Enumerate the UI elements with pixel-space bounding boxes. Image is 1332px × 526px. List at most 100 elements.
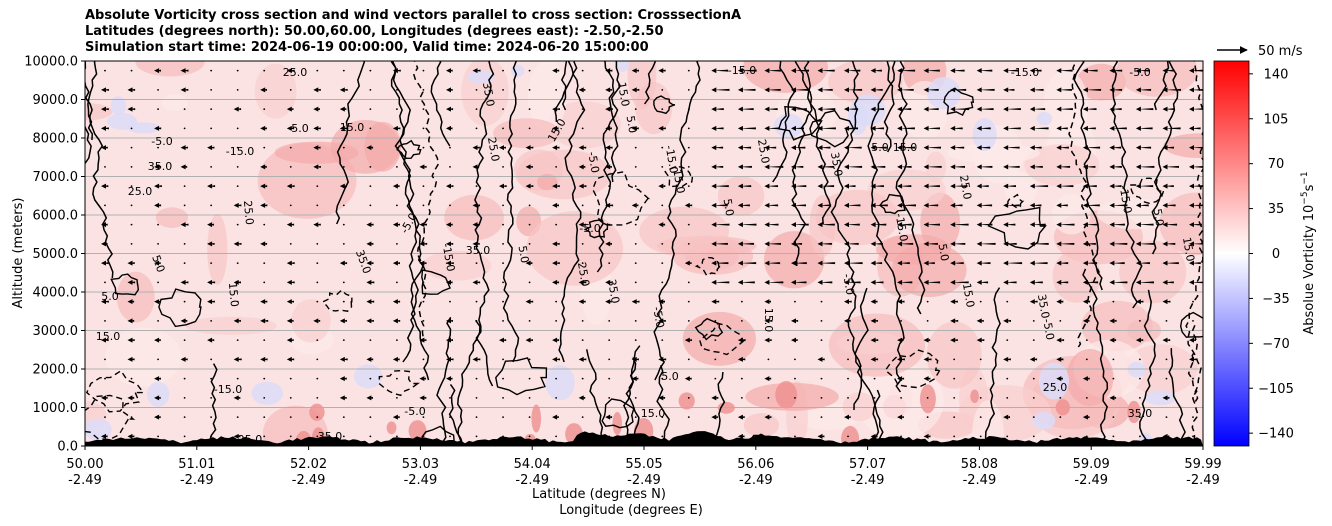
contour-line (1073, 61, 1103, 291)
wind-vector-head (870, 279, 876, 285)
wind-vector (1005, 108, 1021, 111)
wind-vector (1058, 185, 1074, 188)
contour-line (1168, 348, 1186, 446)
wind-vector (422, 300, 425, 303)
wind-vector (1032, 396, 1035, 399)
wind-vector (687, 358, 690, 361)
wind-vector (978, 242, 996, 245)
negative-vorticity-patch (616, 61, 630, 72)
wind-vector (793, 108, 807, 111)
wind-vector-head (764, 164, 770, 170)
wind-vector-head (1162, 241, 1168, 247)
wind-vector-head (260, 202, 266, 208)
wind-vector (1191, 146, 1203, 149)
contour-line (603, 61, 619, 183)
wind-vector-head (923, 260, 929, 266)
wind-vector-head (339, 106, 345, 112)
wind-vector (925, 69, 940, 72)
wind-vector-head (260, 183, 266, 189)
contour-line (430, 61, 451, 147)
wind-vector-head (154, 125, 160, 131)
wind-vector-head (392, 183, 398, 189)
wind-vector (872, 281, 884, 284)
wind-vector-head (950, 125, 956, 131)
wind-vector-head (764, 260, 770, 266)
wind-vector (1139, 435, 1141, 438)
wind-vector-head (844, 241, 849, 247)
x-tick-label-lat: 52.02 (290, 457, 327, 472)
x-tick-label-lat: 51.01 (178, 457, 215, 472)
contour-label: 25.0 (957, 174, 974, 200)
contour-label: -5.0 (151, 135, 172, 148)
wind-vector-head (923, 241, 929, 247)
negative-vorticity-patch (1144, 390, 1177, 406)
vorticity-patch (1004, 171, 1038, 206)
vorticity-patch (526, 211, 624, 286)
wind-vector (1164, 108, 1175, 111)
wind-vector-head (976, 279, 982, 285)
wind-vector-head (1189, 164, 1194, 170)
vorticity-patch (717, 176, 765, 216)
wind-vector-head (101, 145, 106, 151)
negative-vorticity-patch (1036, 111, 1053, 126)
wind-vector (872, 88, 883, 91)
wind-vector (1058, 242, 1075, 245)
wind-vector-head (923, 222, 929, 228)
wind-vector-head (552, 337, 558, 343)
wind-vector-head (923, 87, 929, 93)
wind-vector (793, 281, 807, 284)
wind-vector (766, 281, 784, 284)
wind-vector (263, 377, 266, 380)
wind-vector (1137, 242, 1155, 245)
wind-vector (1191, 69, 1203, 72)
contour-label: 35.0 (1128, 407, 1153, 420)
wind-vector-head (950, 299, 956, 305)
wind-vector-head (127, 356, 133, 362)
wind-vector (183, 204, 186, 207)
wind-vector-head (552, 241, 558, 247)
y-tick-label: 0.0 (57, 440, 78, 455)
wind-vector-head (207, 222, 213, 228)
terrain (85, 431, 1203, 446)
contour-line (867, 61, 905, 393)
wind-vector (978, 281, 989, 284)
wind-vector (714, 377, 717, 380)
wind-vector (952, 204, 963, 207)
wind-vector (130, 165, 133, 168)
negative-vorticity-patch (107, 112, 138, 130)
wind-vector (1111, 204, 1128, 207)
x-tick-label-lon: -2.49 (1074, 473, 1108, 488)
wind-vector (794, 300, 796, 303)
vorticity-patch (635, 81, 673, 135)
wind-vector (713, 69, 729, 72)
wind-vector-head (286, 318, 292, 324)
wind-vector-head (1189, 106, 1194, 112)
wind-vector (1112, 358, 1115, 361)
wind-vector-head (605, 106, 611, 112)
wind-vector-head (578, 87, 584, 93)
wind-vector (925, 204, 939, 207)
wind-vector-head (870, 106, 876, 112)
contour-label: 5.0 (721, 198, 737, 217)
wind-vector-head (950, 87, 956, 93)
wind-vector-head (419, 337, 425, 343)
wind-vector (502, 358, 504, 361)
wind-vector-head (658, 395, 664, 401)
wind-vector-head (764, 145, 770, 151)
wind-vector-head (1162, 395, 1168, 401)
wind-vector-head (472, 68, 478, 74)
wind-vector (713, 165, 724, 168)
contour-loop (879, 193, 906, 215)
wind-vector (236, 339, 239, 342)
wind-vector (1005, 185, 1016, 188)
wind-vector (953, 435, 956, 438)
wind-vector (396, 146, 398, 149)
x-axis-label-latitude: Latitude (degrees N) (532, 487, 666, 502)
wind-vector (555, 165, 558, 168)
wind-vector-head (897, 164, 903, 170)
contour-loop (698, 322, 747, 356)
wind-vector (1006, 339, 1009, 342)
wind-vector (687, 281, 690, 284)
wind-vector (952, 146, 965, 149)
wind-vector-head (844, 260, 849, 266)
